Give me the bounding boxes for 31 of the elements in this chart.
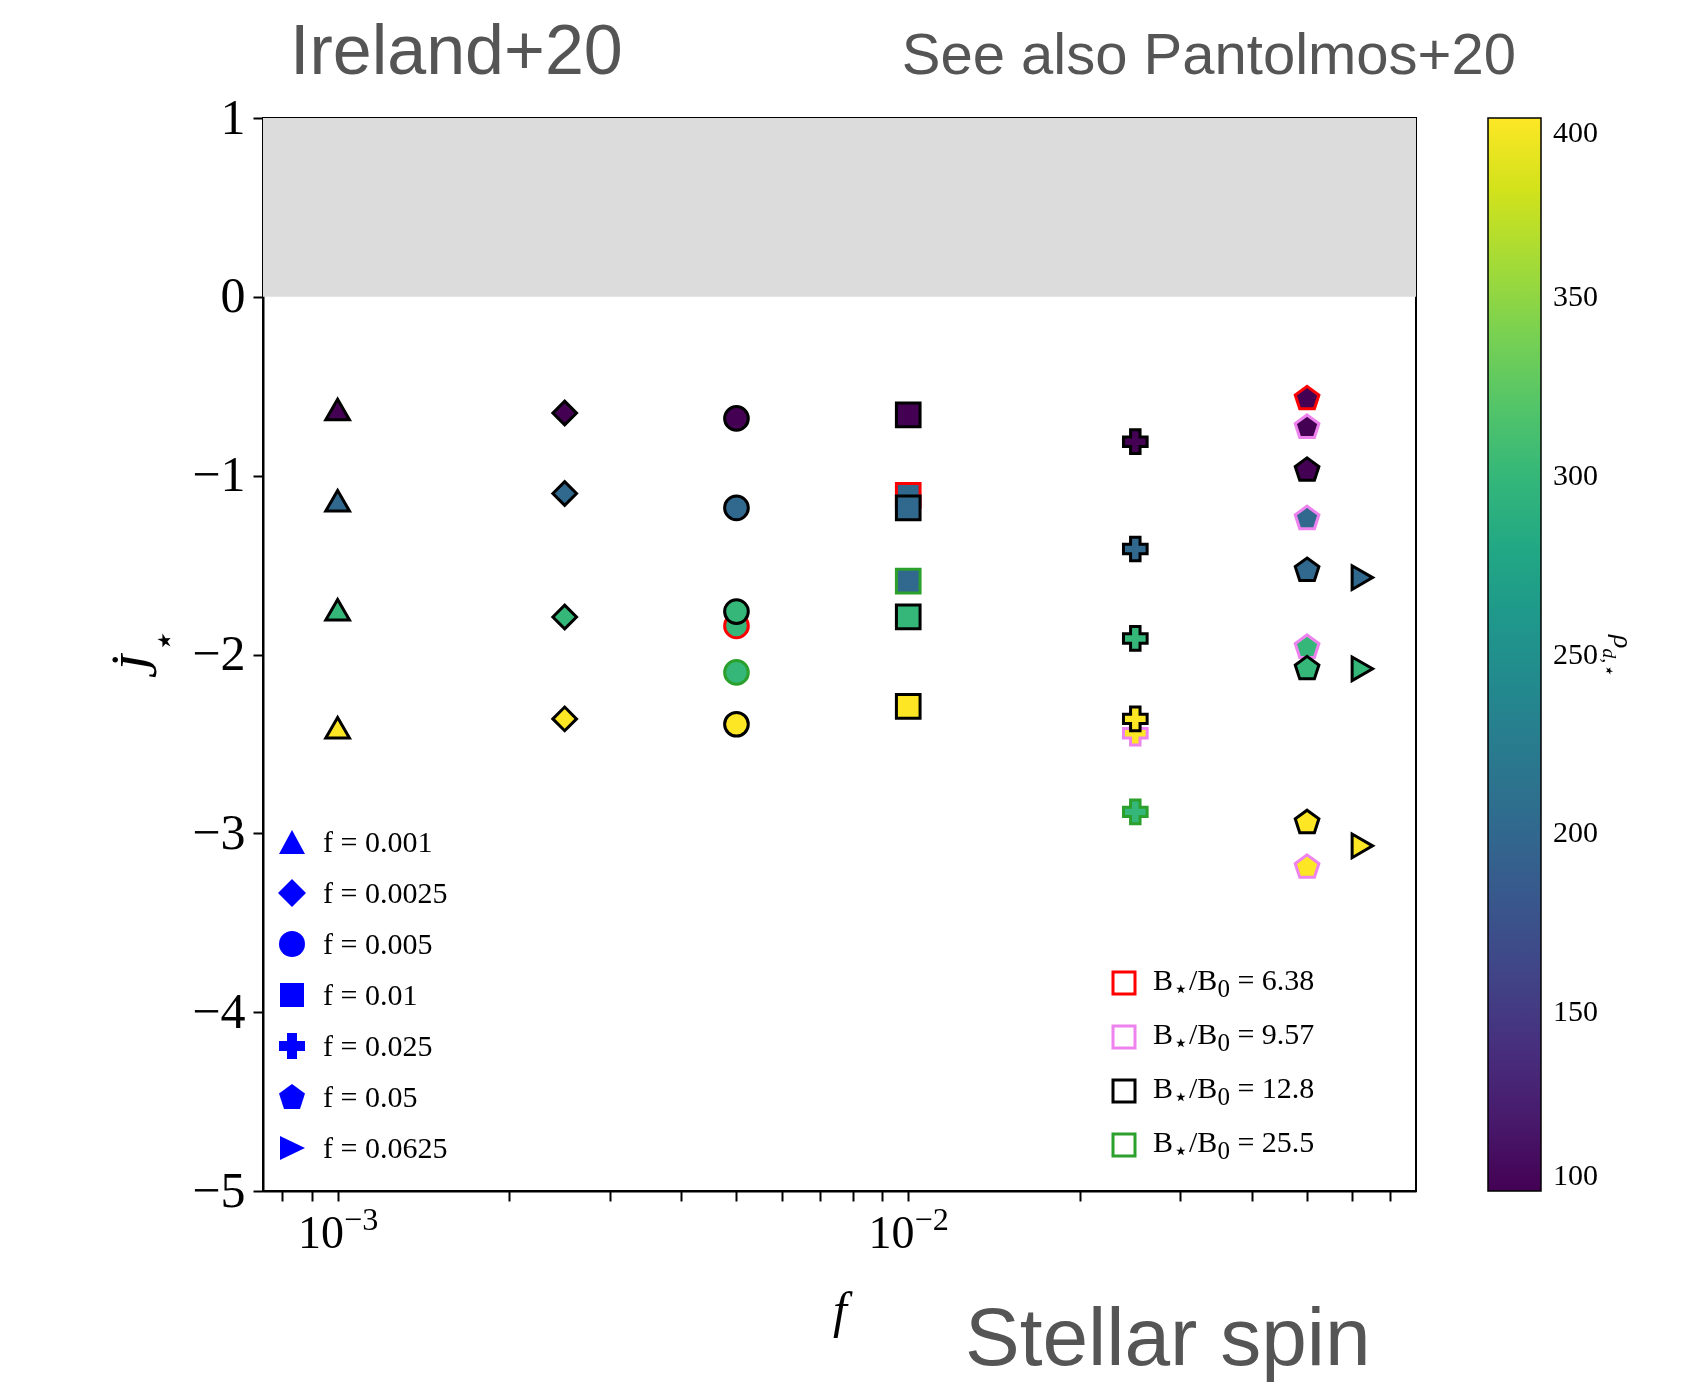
annotation: f = 0.005 xyxy=(323,926,433,961)
text: See also Pantolmos+20 xyxy=(901,20,1516,87)
color-bar-label: 400 xyxy=(1553,115,1598,148)
y-tick-label: −5 xyxy=(192,1161,246,1218)
x-axis-title: f xyxy=(833,1281,854,1338)
color-bar-label: 150 xyxy=(1553,994,1598,1028)
annotation: B$_{⋆}$/B$_{0}$ = 6.38 xyxy=(1153,962,1315,1003)
y-tick-label: 1 xyxy=(220,88,246,145)
color-bar-label: 350 xyxy=(1553,278,1598,312)
color-bar-label: 100 xyxy=(1553,1158,1598,1191)
annotation: f = 0.05 xyxy=(323,1079,418,1114)
color-bar-label: 300 xyxy=(1553,457,1598,491)
annotation: B$_{⋆}$/B$_{0}$ = 25.5 xyxy=(1153,1124,1315,1165)
annotation: B$_{⋆}$/B$_{0}$ = 9.57 xyxy=(1153,1016,1315,1057)
annotation: f = 0.025 xyxy=(323,1028,433,1063)
x-tick-label: 10$^{−3}$ xyxy=(297,1200,379,1258)
y-tick-label: 0 xyxy=(220,267,246,324)
annotation: B$_{⋆}$/B$_{0}$ = 12.8 xyxy=(1153,1070,1315,1111)
text: Stellar spin xyxy=(965,1290,1371,1384)
y-tick-label: −2 xyxy=(192,625,246,681)
color-bar-label: 200 xyxy=(1553,815,1598,849)
annotation: f = 0.0025 xyxy=(323,875,448,910)
annotation: f = 0.01 xyxy=(323,977,418,1012)
color-bar-label: 250 xyxy=(1553,636,1598,670)
annotation: f = 0.001 xyxy=(323,824,433,859)
y-tick-label: −4 xyxy=(192,982,246,1039)
y-tick-label: −3 xyxy=(192,803,246,860)
text: Ireland+20 xyxy=(290,10,623,90)
x-tick-label: 10$^{−2}$ xyxy=(868,1200,949,1258)
y-tick-label: −1 xyxy=(192,446,246,503)
annotation: f = 0.0625 xyxy=(323,1130,448,1165)
